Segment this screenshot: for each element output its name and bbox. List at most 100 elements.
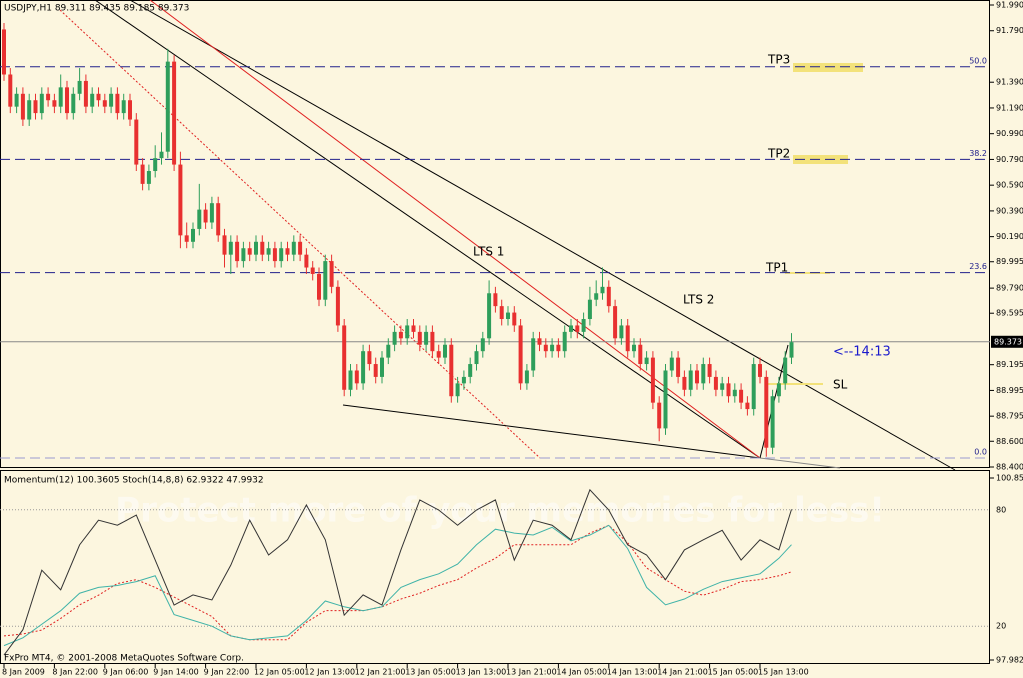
trendline [759, 457, 841, 469]
candle-body [197, 209, 202, 229]
candle-body [304, 254, 309, 268]
candle-body [745, 402, 750, 410]
y-tick-label: 100.856 [996, 474, 1023, 483]
candle-body [184, 235, 189, 242]
candle-body [417, 331, 422, 345]
candle-body [266, 248, 271, 255]
candle-body [172, 61, 177, 165]
candle-body [235, 241, 240, 262]
x-tick-label: 12 Jan 21:00 [355, 668, 406, 677]
trendline [149, 0, 761, 459]
x-tick-label: 9 Jan 14:00 [153, 668, 199, 677]
watermark: Protect more of your memories for less! [115, 491, 885, 531]
candle-body [562, 331, 567, 352]
candle-body [354, 370, 359, 384]
x-tick-label: 12 Jan 05:00 [254, 668, 305, 677]
x-tick-label: 12 Jan 13:00 [304, 668, 355, 677]
x-tick-label: 13 Jan 05:00 [405, 668, 456, 677]
annotation: TP3 [767, 53, 790, 67]
trendline [342, 404, 761, 459]
candle-body [140, 164, 145, 184]
candle-body [518, 325, 523, 384]
candle-body [153, 158, 158, 172]
annotation: LTS 2 [683, 293, 714, 307]
candle-body [543, 344, 548, 352]
candle-body [146, 171, 151, 184]
candle-body [58, 87, 63, 107]
candle-body [726, 383, 731, 397]
candle-body [764, 376, 769, 448]
candle-body [398, 331, 403, 339]
candle-body [480, 338, 485, 352]
candle-body [587, 299, 592, 320]
x-tick-label: 14 Jan 13:00 [607, 668, 658, 677]
candle-body [90, 93, 95, 107]
candle-body [247, 248, 252, 255]
candle-body [625, 325, 630, 352]
candle-body [638, 344, 643, 365]
candle-body [720, 383, 725, 390]
candle-body [770, 396, 775, 448]
y-tick-label: 97.982 [996, 656, 1023, 665]
candle-body [33, 100, 38, 114]
footer: FxPro MT4, © 2001-2008 MetaQuotes Softwa… [4, 654, 244, 664]
x-tick-label: 9 Jan 22:00 [204, 668, 250, 677]
candle-body [178, 164, 183, 236]
candle-body [632, 344, 636, 352]
candle-body [569, 325, 573, 332]
candle-body [776, 383, 781, 397]
y-tick-label: 90.790 [996, 155, 1023, 164]
candle-body [600, 286, 605, 294]
candle-body [707, 364, 712, 377]
candle-body [713, 376, 718, 390]
candle-body [405, 325, 410, 339]
trendline [59, 9, 541, 459]
main-panel [0, 0, 990, 468]
candle-body [317, 273, 321, 300]
candle-body [644, 357, 649, 365]
y-tick-label: 91.990 [996, 1, 1023, 10]
annotation: LTS 1 [473, 245, 504, 259]
candle-body [39, 93, 44, 114]
candle-body [96, 93, 101, 101]
candle-body [783, 357, 788, 384]
candle-body [430, 331, 435, 352]
candle-body [461, 376, 466, 384]
candle-body [65, 87, 69, 114]
candle-body [380, 357, 384, 377]
x-tick-label: 15 Jan 13:00 [758, 668, 809, 677]
y-tick-label: 90.990 [996, 129, 1023, 138]
candle-body [285, 248, 290, 255]
trendline [94, 0, 761, 459]
candle-body [682, 376, 687, 390]
candle-body [493, 293, 498, 307]
candle-body [2, 29, 6, 75]
current-price-label: 89.373 [994, 337, 1022, 346]
candle-body [669, 357, 674, 371]
y-tick-label: 90.190 [996, 232, 1023, 241]
y-tick-label: 90.590 [996, 181, 1023, 190]
candle-body [260, 241, 265, 255]
trendline [129, 0, 956, 471]
x-tick-label: 13 Jan 21:00 [506, 668, 557, 677]
candle-body [310, 267, 315, 274]
candle-body [191, 228, 195, 242]
x-tick-label: 14 Jan 05:00 [556, 668, 607, 677]
x-tick-label: 8 Jan 2009 [2, 668, 45, 677]
y-tick-label: 91.390 [996, 78, 1023, 87]
y-tick-label: 89.595 [996, 309, 1023, 318]
annotation: TP2 [767, 147, 790, 161]
candle-body [487, 293, 492, 339]
y-tick-label: 80 [996, 505, 1006, 514]
candle-body [291, 241, 296, 255]
candle-body [701, 364, 706, 384]
y-tick-label: 88.995 [996, 386, 1023, 395]
candle-body [361, 351, 366, 384]
candle-body [732, 389, 737, 397]
candle-body [14, 93, 19, 107]
y-tick-label: 88.400 [996, 463, 1023, 472]
chart-title: USDJPY,H1 89.311 89.435 89.185 89.373 [4, 4, 189, 14]
candle-body [52, 100, 57, 107]
x-tick-label: 8 Jan 22:00 [52, 668, 98, 677]
